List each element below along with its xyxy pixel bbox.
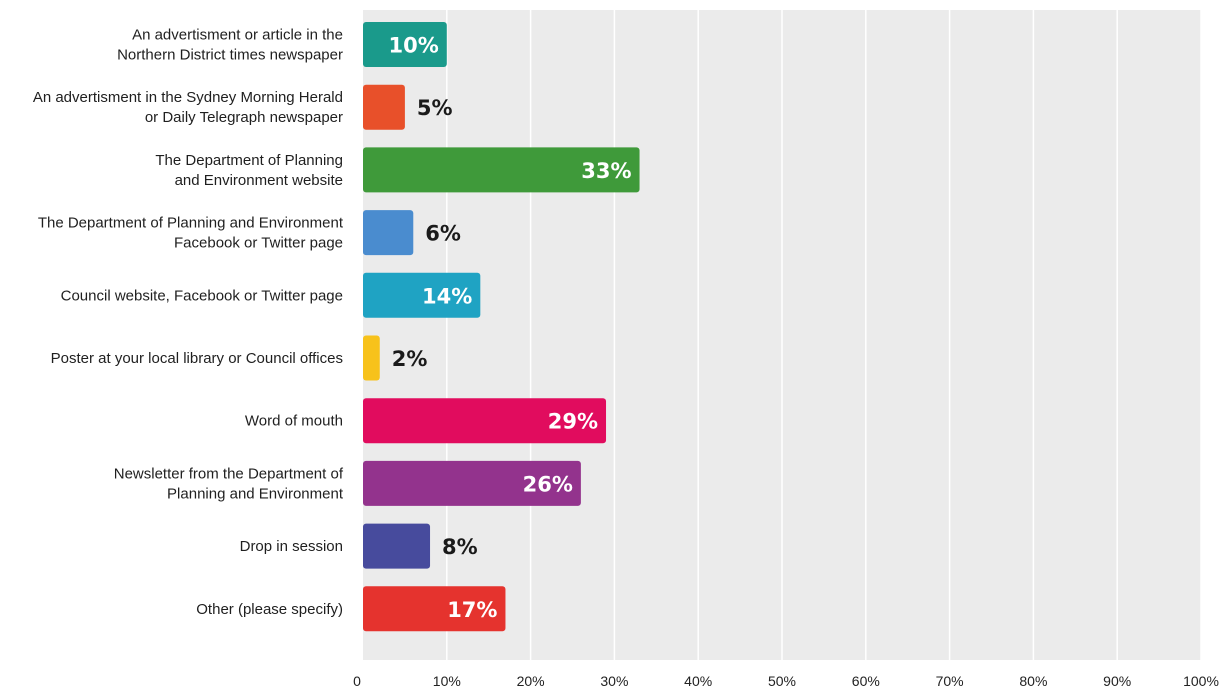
bar-value-label: 17% bbox=[447, 598, 497, 622]
bars bbox=[363, 22, 640, 632]
category-label-line: Facebook or Twitter page bbox=[174, 235, 343, 252]
bar bbox=[363, 398, 607, 444]
bar bbox=[363, 460, 581, 506]
bar-value-label: 29% bbox=[548, 410, 598, 434]
category-label-line: Council website, Facebook or Twitter pag… bbox=[61, 287, 343, 304]
category-label-line: An advertisment or article in the bbox=[132, 27, 343, 44]
category-label-line: Planning and Environment bbox=[167, 485, 344, 502]
x-tick-label: 80% bbox=[1019, 673, 1047, 689]
bar bbox=[363, 84, 405, 130]
x-tick-label: 100% bbox=[1183, 673, 1219, 689]
category-label-line: Northern District times newspaper bbox=[117, 47, 343, 64]
bar bbox=[363, 210, 414, 256]
category-label-line: Word of mouth bbox=[245, 413, 343, 430]
category-label-line: The Department of Planning bbox=[155, 152, 343, 169]
category-label: Drop in session bbox=[240, 538, 343, 555]
category-label: An advertisment in the Sydney Morning He… bbox=[33, 89, 343, 126]
x-tick-label: 50% bbox=[768, 673, 796, 689]
x-tick-label: 0 bbox=[353, 673, 361, 689]
bar-value-label: 33% bbox=[581, 159, 631, 183]
bar-value-label: 26% bbox=[523, 472, 573, 496]
x-axis-tick-labels: 0 10% 20% 30% 40% 50% 60% 70% 80% 90% 100% bbox=[353, 673, 1219, 689]
category-label: Council website, Facebook or Twitter pag… bbox=[61, 287, 343, 304]
category-label: Newsletter from the Department of Plannin… bbox=[114, 465, 344, 502]
bar bbox=[363, 272, 481, 318]
category-label: Poster at your local library or Council … bbox=[51, 350, 343, 367]
bar bbox=[363, 586, 506, 632]
bar-value-label: 6% bbox=[425, 222, 461, 246]
bar-value-label: 8% bbox=[442, 535, 478, 559]
category-label-line: or Daily Telegraph newspaper bbox=[145, 109, 343, 126]
x-tick-label: 10% bbox=[433, 673, 461, 689]
category-label: Word of mouth bbox=[245, 413, 343, 430]
value-labels: 10% 5% 33% 6% 14% 2% 29% 26% 8% 17% bbox=[389, 34, 632, 622]
category-label-line: and Environment website bbox=[175, 172, 343, 189]
x-tick-label: 70% bbox=[936, 673, 964, 689]
bar-value-label: 5% bbox=[417, 96, 453, 120]
category-label: An advertisment or article in the Norther… bbox=[117, 27, 343, 64]
category-label-line: Newsletter from the Department of bbox=[114, 465, 344, 482]
category-label-line: The Department of Planning and Environme… bbox=[38, 215, 344, 232]
x-tick-label: 60% bbox=[852, 673, 880, 689]
category-label-line: An advertisment in the Sydney Morning He… bbox=[33, 89, 343, 106]
category-label: The Department of Planning and Environmen… bbox=[155, 152, 343, 189]
category-label: The Department of Planning and Environme… bbox=[38, 215, 344, 252]
bar-value-label: 14% bbox=[422, 284, 472, 308]
category-label-line: Other (please specify) bbox=[196, 601, 343, 618]
category-label: Other (please specify) bbox=[196, 601, 343, 618]
x-tick-label: 30% bbox=[600, 673, 628, 689]
bar bbox=[363, 523, 431, 569]
x-tick-label: 40% bbox=[684, 673, 712, 689]
bar-value-label: 10% bbox=[389, 34, 439, 58]
category-label-line: Drop in session bbox=[240, 538, 343, 555]
category-label-line: Poster at your local library or Council … bbox=[51, 350, 343, 367]
bar bbox=[363, 147, 640, 193]
x-tick-label: 20% bbox=[517, 673, 545, 689]
x-tick-label: 90% bbox=[1103, 673, 1131, 689]
bar bbox=[363, 335, 380, 381]
bar bbox=[363, 22, 447, 67]
category-labels: An advertisment or article in the Norther… bbox=[33, 27, 344, 618]
bar-value-label: 2% bbox=[392, 347, 428, 371]
gridlines bbox=[446, 10, 1202, 660]
